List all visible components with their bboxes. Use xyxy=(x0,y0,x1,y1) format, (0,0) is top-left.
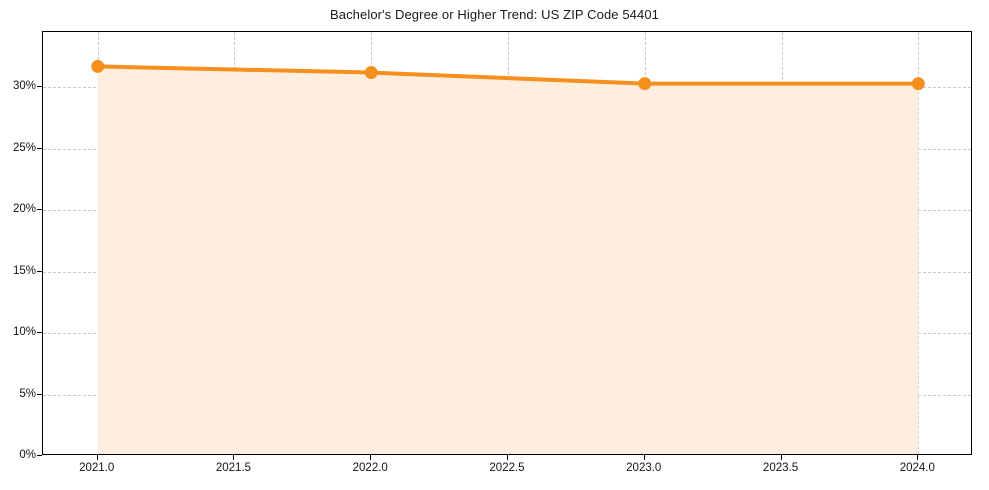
x-axis-tick-mark xyxy=(917,455,919,460)
y-axis-ticks xyxy=(37,31,42,456)
x-axis-tick-label: 2022.5 xyxy=(489,462,525,474)
data-point-marker xyxy=(911,77,925,91)
y-axis-tick-label: 25% xyxy=(12,141,36,154)
y-axis-labels: 0% 5% 10% 15% 20% 25% 30% xyxy=(0,31,36,461)
y-axis-tick-label: 10% xyxy=(12,326,36,339)
x-axis-labels: 2021.0 2021.5 2022.0 2022.5 2023.0 2023.5 2024… xyxy=(42,456,972,486)
chart-title: Bachelor's Degree or Higher Trend: US ZI… xyxy=(329,7,659,22)
x-axis-tick-mark xyxy=(643,455,645,460)
x-axis-tick-mark xyxy=(507,455,508,460)
y-axis-tick-mark xyxy=(37,455,42,456)
y-axis-tick-label: 15% xyxy=(12,264,36,277)
x-axis-tick-mark xyxy=(780,455,782,460)
x-axis-tick-mark xyxy=(370,455,372,460)
y-axis-tick-label: 0% xyxy=(19,449,36,461)
series-layer xyxy=(91,59,925,454)
y-axis-tick-mark xyxy=(37,147,42,149)
x-axis-ticks xyxy=(42,455,972,461)
y-axis-tick-mark xyxy=(37,270,42,272)
x-axis-tick-mark xyxy=(233,455,235,460)
y-axis-tick-mark xyxy=(37,393,42,395)
gridline-vertical xyxy=(918,32,920,454)
series-markers xyxy=(91,59,925,91)
data-point-marker xyxy=(638,77,652,91)
x-axis-tick-label: 2023.0 xyxy=(626,462,662,474)
x-axis-tick-label: 2023.5 xyxy=(762,462,799,474)
data-point-marker xyxy=(364,66,378,80)
x-axis-tick-label: 2021.0 xyxy=(79,462,115,474)
y-axis-tick-mark xyxy=(37,332,42,334)
data-point-marker xyxy=(91,59,105,73)
y-axis-tick-label: 5% xyxy=(19,387,36,400)
y-axis-tick-mark xyxy=(37,209,42,211)
y-axis-tick-label: 30% xyxy=(12,80,36,93)
plot-area xyxy=(42,31,972,455)
x-axis-tick-label: 2024.0 xyxy=(899,462,935,474)
series-line xyxy=(95,64,921,86)
y-axis-tick-mark xyxy=(37,86,42,88)
plot-inner xyxy=(43,32,971,454)
x-axis-tick-mark xyxy=(96,455,98,460)
x-axis-tick-label: 2021.5 xyxy=(215,462,252,474)
area-fill xyxy=(97,66,919,454)
y-axis-tick-label: 20% xyxy=(12,203,36,216)
x-axis-tick-label: 2022.0 xyxy=(352,462,388,474)
